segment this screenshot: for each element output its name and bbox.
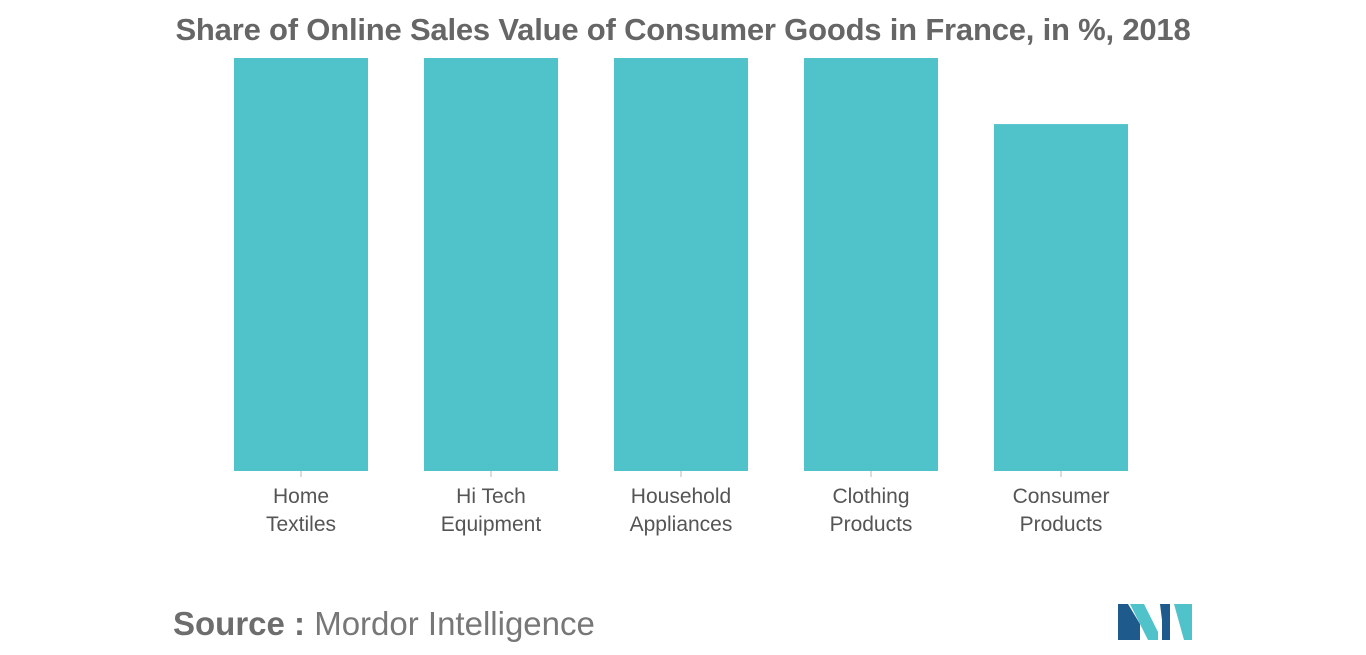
bars-group — [234, 58, 1128, 471]
x-tick-label-3-0: Clothing — [832, 485, 909, 508]
logo-shape-mid-left — [1130, 604, 1158, 640]
logo-shape-left — [1118, 604, 1140, 640]
x-tick-label-4-1: Products — [1020, 513, 1103, 536]
chart-title: Share of Online Sales Value of Consumer … — [175, 12, 1191, 47]
bar-4 — [994, 124, 1128, 471]
source-line: Source : Mordor Intelligence — [173, 605, 595, 643]
source-text: Mordor Intelligence — [314, 605, 595, 642]
x-tick-label-2-0: Household — [631, 485, 731, 508]
bar-0 — [234, 58, 368, 471]
bar-1 — [424, 58, 558, 471]
x-tick-label-4-0: Consumer — [1013, 485, 1110, 508]
x-tick-label-1-0: Hi Tech — [456, 485, 526, 508]
x-tick-label-3-1: Products — [830, 513, 913, 536]
x-tick-labels-group: Home Textiles Hi Tech Equipment Household App… — [266, 485, 1109, 536]
source-label: Source : — [173, 605, 306, 642]
bar-3 — [804, 58, 938, 471]
mordor-intelligence-logo-icon — [1118, 604, 1192, 640]
bar-2 — [614, 58, 748, 471]
x-tick-label-0-1: Textiles — [266, 513, 336, 536]
x-tick-label-0-0: Home — [273, 485, 329, 508]
logo-shape-mid-right — [1160, 604, 1170, 640]
x-tick-label-2-1: Appliances — [630, 513, 733, 536]
x-tick-label-1-1: Equipment — [441, 513, 542, 536]
logo-shape-right — [1174, 604, 1192, 640]
x-ticks-group — [300, 471, 1062, 477]
